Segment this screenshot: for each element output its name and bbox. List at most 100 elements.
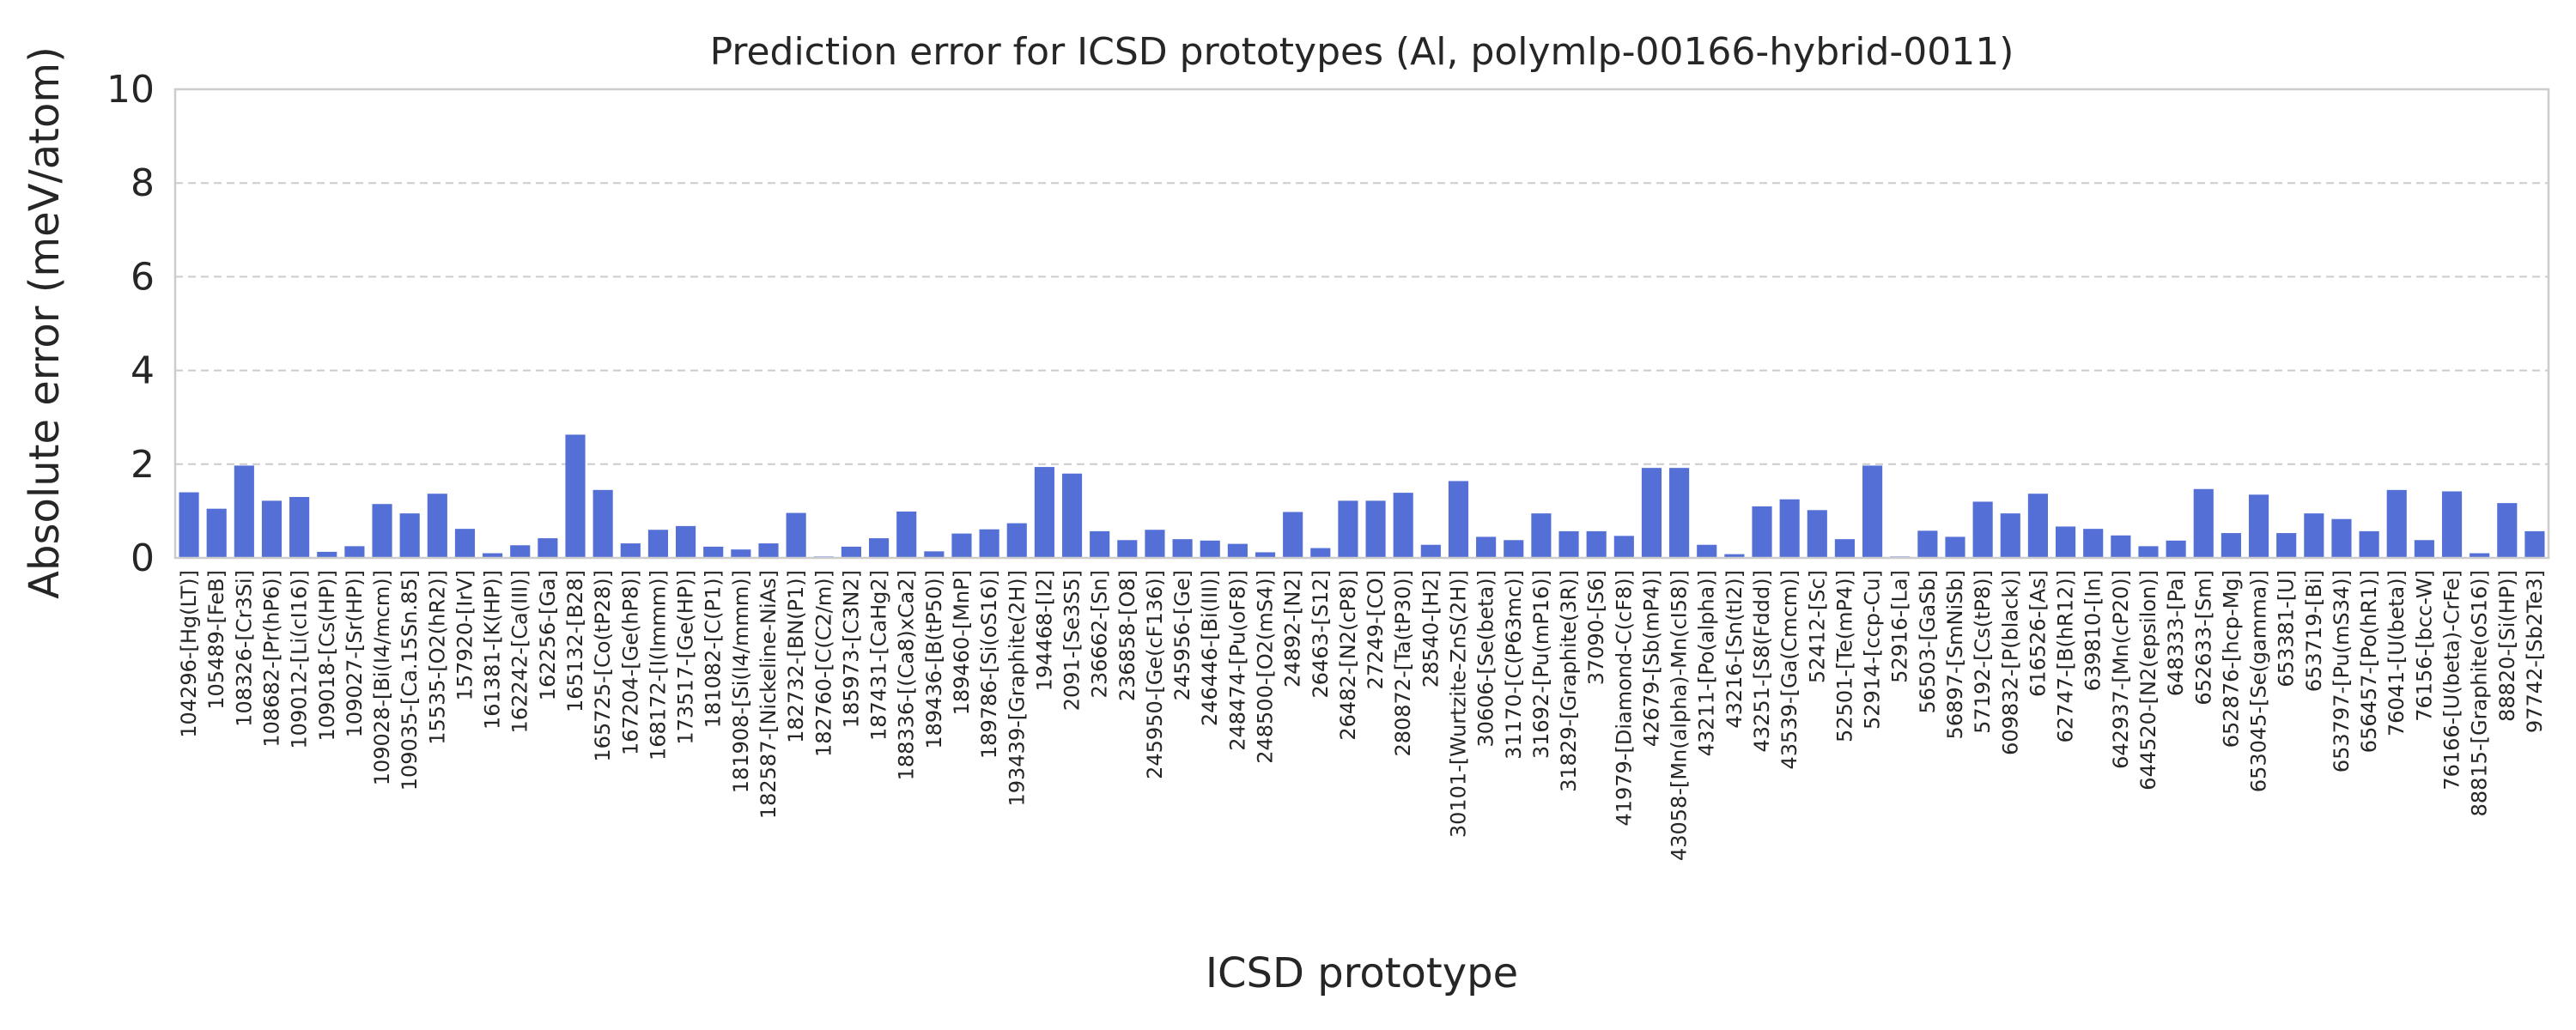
x-tick-label: 193439-[Graphite(2H)] — [1005, 570, 1029, 807]
x-tick-label: 31692-[Pu(mP16)] — [1529, 570, 1553, 759]
bar — [1200, 540, 1220, 558]
x-tick-label: 26463-[S12] — [1309, 570, 1333, 699]
bar — [1034, 467, 1054, 558]
x-tick-label: 52914-[ccp-Cu] — [1861, 570, 1885, 730]
x-tick-label: 653719-[Bi] — [2302, 570, 2326, 692]
bar — [1504, 540, 1524, 558]
x-tick-labels: 104296-[Hg(LT)] 105489-[FeB] 108326-[Cr3Si… — [177, 570, 2547, 861]
bar — [399, 513, 420, 558]
bar — [1061, 473, 1083, 558]
bar — [924, 551, 945, 558]
x-tick-label: 24892-[N2] — [1281, 570, 1305, 688]
x-tick-label: 76156-[bcc-W] — [2412, 570, 2436, 722]
y-tick-label: 2 — [131, 443, 155, 487]
x-tick-label: 182760-[C(C2/m)] — [811, 570, 835, 757]
bar — [841, 546, 861, 558]
x-tick-label: 15535-[O2(hR2)] — [425, 570, 449, 745]
bar — [1393, 493, 1413, 558]
x-tick-label: 31170-[C(P63mc)] — [1502, 570, 1526, 760]
bar — [2083, 529, 2104, 558]
x-tick-label: 30606-[Se(beta)] — [1474, 570, 1498, 748]
bar — [2027, 494, 2048, 558]
bar — [868, 538, 890, 558]
bar — [1807, 510, 1827, 558]
x-tick-label: 43058-[Mn(alpha)-Mn(cI58)] — [1668, 570, 1692, 861]
x-tick-label: 97742-[Sb2Te3] — [2523, 570, 2547, 733]
y-tick-label: 4 — [131, 349, 155, 393]
bar — [896, 511, 917, 558]
x-axis-label: ICSD prototype — [1206, 949, 1518, 997]
bar — [2470, 553, 2490, 558]
bar — [1834, 539, 1856, 558]
bar — [1227, 543, 1248, 558]
x-tick-label: 109012-[Li(cI16)] — [288, 570, 312, 749]
bar — [2386, 489, 2407, 558]
bar — [647, 530, 669, 558]
chart-title: Prediction error for ICSD prototypes (Al… — [710, 30, 2014, 74]
x-tick-label: 189786-[Si(oS16)] — [977, 570, 1001, 759]
x-tick-label: 57192-[Cs(tP8)] — [1971, 570, 1995, 734]
x-tick-label: 161381-[K(HP)] — [481, 570, 505, 730]
x-tick-label: 248500-[O2(mS4)] — [1254, 570, 1278, 764]
bar — [510, 545, 531, 558]
x-tick-label: 109018-[Cs(HP)] — [315, 570, 339, 742]
x-tick-label: 246446-[Bi(III)] — [1198, 570, 1222, 726]
x-tick-label: 644520-[N2(epsilon)] — [2136, 570, 2160, 791]
plot-frame — [173, 88, 2550, 560]
bar — [1283, 512, 1303, 558]
bar — [1448, 481, 1469, 558]
x-tick-label: 616526-[As] — [2026, 570, 2050, 697]
y-axis-label: Absolute error (meV/atom) — [21, 46, 69, 599]
x-tick-label: 109035-[Ca.15Sn.85] — [398, 570, 422, 791]
bar — [731, 549, 751, 558]
bar — [344, 546, 365, 558]
bar — [2221, 533, 2241, 558]
x-tick-label: 653797-[Pu(mS34)] — [2330, 570, 2354, 772]
x-tick-label: 52916-[La] — [1888, 570, 1912, 683]
x-tick-label: 28540-[H2] — [1419, 570, 1443, 688]
x-tick-label: 653381-[U] — [2275, 570, 2299, 688]
bar — [1365, 500, 1386, 558]
x-tick-label: 56503-[GaSb] — [1916, 570, 1940, 714]
x-tick-label: 639810-[In] — [2081, 570, 2105, 691]
bar — [454, 529, 476, 558]
x-tick-label: 162256-[Ga] — [536, 570, 560, 700]
bar — [1945, 536, 1965, 558]
bar — [786, 512, 806, 558]
bar — [1724, 554, 1745, 558]
x-tick-label: 37090-[S6] — [1584, 570, 1608, 685]
bar — [2497, 503, 2518, 558]
x-tick-label: 652633-[Sm] — [2191, 570, 2215, 706]
bar — [1586, 530, 1607, 558]
x-tick-label: 162242-[Ca(III)] — [508, 570, 532, 733]
x-tick-label: 189436-[B(tP50)] — [922, 570, 946, 749]
x-tick-label: 109028-[Bi(I4/mcm)] — [370, 570, 394, 785]
x-tick-label: 108326-[Cr3Si] — [232, 570, 256, 727]
bar — [1779, 499, 1800, 558]
x-tick-label: 88820-[Si(HP)] — [2495, 570, 2519, 722]
bar — [1917, 530, 1938, 558]
x-tick-label: 157920-[IrV] — [453, 570, 477, 700]
x-tick-label: 167204-[Ge(hP8)] — [618, 570, 642, 755]
y-tick-label: 8 — [131, 161, 155, 205]
x-tick-label: 653045-[Se(gamma)] — [2247, 570, 2271, 792]
x-tick-label: 43251-[S8(Fddd)] — [1750, 570, 1774, 752]
x-tick-label: 165132-[B28] — [563, 570, 587, 712]
bar — [676, 525, 696, 558]
x-tick-label: 31829-[Graphite(3R)] — [1557, 570, 1581, 792]
bar — [1669, 468, 1690, 558]
y-tick-labels: 0 2 4 6 8 10 — [106, 68, 155, 580]
x-tick-label: 27249-[CO] — [1364, 570, 1388, 689]
bar — [2055, 526, 2076, 558]
bar — [1117, 540, 1138, 558]
x-tick-label: 30101-[Wurtzite-ZnS(2H)] — [1446, 570, 1470, 838]
x-tick-label: 109027-[Sr(HP)] — [343, 570, 367, 737]
x-tick-label: 236858-[O8] — [1115, 570, 1139, 701]
bar — [1310, 548, 1331, 558]
bars — [179, 434, 2545, 558]
bar — [565, 434, 586, 558]
x-tick-label: 188336-[(Ca8)xCa2] — [895, 570, 919, 780]
bar — [1006, 523, 1027, 558]
bar — [1255, 552, 1276, 558]
